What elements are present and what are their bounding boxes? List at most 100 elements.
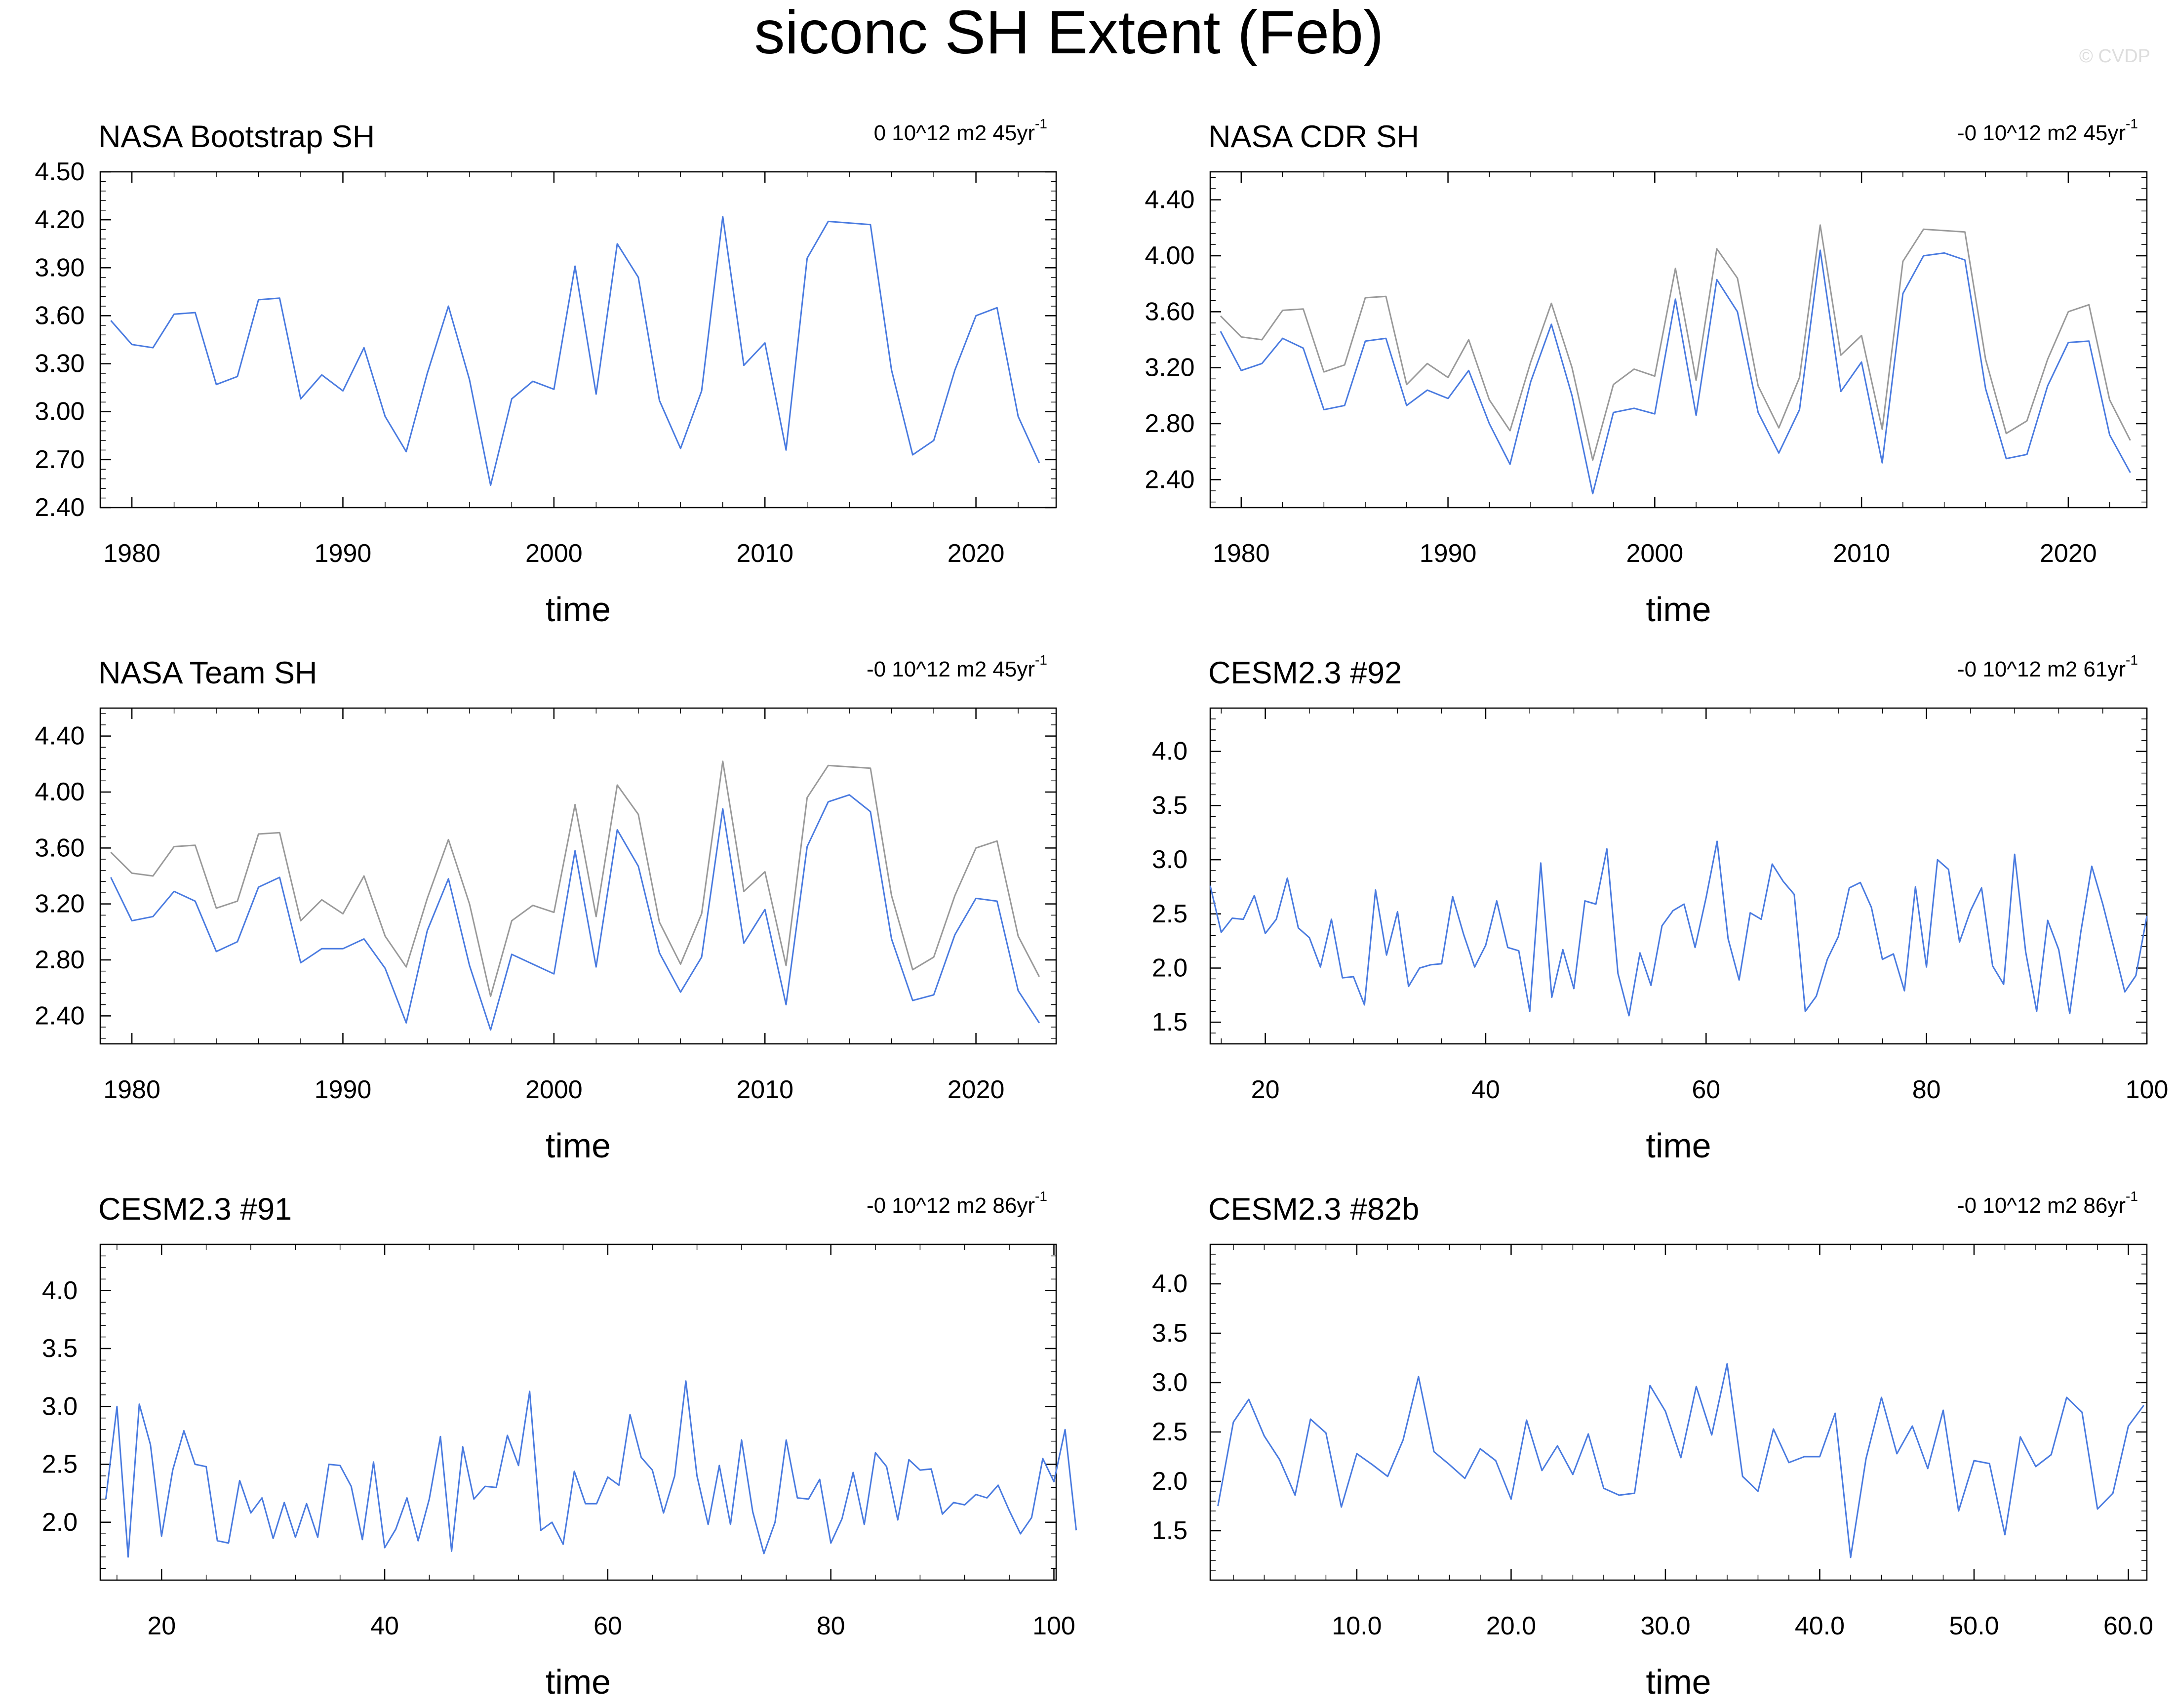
reference-series-line [110, 760, 1040, 997]
y-tick-label: 3.20 [35, 890, 84, 918]
y-tick-label: 2.5 [42, 1450, 78, 1479]
x-tick-label: 2010 [736, 539, 793, 568]
series-line [1217, 1363, 2144, 1558]
x-axis-label: time [1646, 1126, 1711, 1165]
x-tick-label: 1990 [315, 1075, 372, 1104]
page-title: siconc SH Extent (Feb) [754, 0, 1384, 67]
plot-frame [99, 707, 1057, 1045]
panel-title: NASA Team SH [98, 656, 317, 690]
panel-title: CESM2.3 #92 [1208, 656, 1402, 690]
x-tick-label: 10.0 [1332, 1612, 1382, 1640]
chart-panel-top-right: NASA CDR SH -0 10^12 m2 45yr -1 2.40 2.80 3.2… [1145, 116, 2148, 629]
x-tick-label: 2020 [948, 1075, 1005, 1104]
x-tick-label: 2020 [2040, 539, 2097, 568]
x-axis-label: time [546, 590, 611, 629]
x-tick-label: 2020 [948, 539, 1005, 568]
y-tick-label: 4.0 [42, 1276, 78, 1305]
y-tick-label: 2.0 [1152, 953, 1187, 982]
series-line [110, 216, 1040, 486]
y-tick-label: 1.5 [1152, 1008, 1187, 1036]
y-tick-label: 4.0 [1152, 1270, 1187, 1298]
x-tick-label: 40 [370, 1612, 399, 1640]
y-tick-label: 3.00 [35, 397, 84, 426]
y-tick-label: 4.40 [35, 722, 84, 751]
y-tick-label: 2.5 [1152, 1418, 1187, 1446]
plot-frame [99, 171, 1057, 509]
plot-frame [99, 1243, 1057, 1581]
x-tick-label: 50.0 [1949, 1612, 1999, 1640]
watermark: © CVDP [2079, 46, 2150, 67]
x-tick-label: 80 [817, 1612, 845, 1640]
reference-series-line [1220, 224, 2131, 461]
y-tick-label: 3.5 [42, 1334, 78, 1363]
chart-panel-middle-left: NASA Team SH -0 10^12 m2 45yr -1 2.40 2.80 3.… [35, 652, 1057, 1165]
y-tick-label: 4.00 [1145, 241, 1194, 270]
y-tick-label: 2.40 [35, 1001, 84, 1030]
trend-label: -0 10^12 m2 45yr [1957, 121, 2126, 145]
chart-panel-bottom-left: CESM2.3 #91 -0 10^12 m2 86yr -1 2.0 2.5 3.0 3.… [42, 1189, 1077, 1701]
y-tick-label: 3.20 [1145, 354, 1194, 382]
series-line [110, 794, 1040, 1031]
trend-unit-exponent: -1 [2126, 1189, 2138, 1204]
chart-panel-bottom-right: CESM2.3 #82b -0 10^12 m2 86yr -1 1.5 2.0 2.5 3… [1152, 1189, 2153, 1701]
plot-frame [1209, 707, 2148, 1045]
y-tick-label: 2.0 [42, 1508, 78, 1537]
y-tick-label: 4.20 [35, 205, 84, 234]
y-tick-label: 2.70 [35, 445, 84, 474]
y-tick-label: 3.5 [1152, 791, 1187, 820]
trend-unit-exponent: -1 [2126, 652, 2138, 668]
x-tick-label: 30.0 [1640, 1612, 1690, 1640]
x-tick-label: 100 [1032, 1612, 1075, 1640]
y-tick-label: 3.60 [35, 301, 84, 330]
y-tick-label: 2.80 [1145, 409, 1194, 438]
x-tick-label: 2000 [525, 539, 583, 568]
y-tick-label: 4.50 [35, 158, 84, 186]
y-tick-label: 3.0 [42, 1392, 78, 1421]
y-tick-label: 2.40 [35, 493, 84, 522]
x-tick-label: 1990 [315, 539, 372, 568]
x-axis-label: time [1646, 590, 1711, 629]
x-tick-label: 60.0 [2103, 1612, 2153, 1640]
series-line [105, 1380, 1077, 1558]
y-tick-label: 3.90 [35, 253, 84, 282]
trend-label: 0 10^12 m2 45yr [874, 121, 1035, 145]
x-tick-label: 1990 [1420, 539, 1477, 568]
y-tick-label: 1.5 [1152, 1516, 1187, 1545]
trend-label: -0 10^12 m2 86yr [867, 1193, 1035, 1218]
y-tick-label: 3.60 [35, 834, 84, 862]
y-tick-label: 3.0 [1152, 845, 1187, 874]
y-tick-label: 3.5 [1152, 1319, 1187, 1348]
x-tick-label: 1980 [103, 539, 160, 568]
x-tick-label: 20.0 [1486, 1612, 1536, 1640]
panel-title: CESM2.3 #91 [98, 1192, 292, 1227]
panel-title: NASA Bootstrap SH [98, 119, 375, 154]
series-line [1209, 840, 2148, 1017]
series-line [1220, 249, 2131, 495]
x-tick-label: 100 [2126, 1075, 2169, 1104]
x-tick-label: 1980 [1213, 539, 1270, 568]
trend-unit-exponent: -1 [2126, 116, 2138, 131]
trend-unit-exponent: -1 [1035, 1189, 1047, 1204]
y-tick-label: 2.5 [1152, 900, 1187, 928]
x-tick-label: 80 [1912, 1075, 1941, 1104]
x-tick-label: 2010 [1833, 539, 1890, 568]
x-axis-label: time [546, 1126, 611, 1165]
x-axis-label: time [546, 1663, 611, 1701]
y-tick-label: 3.0 [1152, 1368, 1187, 1397]
trend-label: -0 10^12 m2 45yr [867, 657, 1035, 681]
plot-frame [1209, 171, 2148, 509]
trend-label: -0 10^12 m2 61yr [1957, 657, 2126, 681]
y-tick-label: 3.30 [35, 350, 84, 378]
trend-unit-exponent: -1 [1035, 652, 1047, 668]
x-tick-label: 2000 [1626, 539, 1683, 568]
x-tick-label: 20 [1251, 1075, 1280, 1104]
panel-title: NASA CDR SH [1208, 119, 1419, 154]
chart-panel-top-left: NASA Bootstrap SH 0 10^12 m2 45yr -1 2.40 2.… [35, 116, 1057, 629]
x-axis-label: time [1646, 1663, 1711, 1701]
y-tick-label: 2.0 [1152, 1467, 1187, 1496]
x-tick-label: 60 [1692, 1075, 1720, 1104]
x-tick-label: 20 [147, 1612, 176, 1640]
x-tick-label: 40.0 [1795, 1612, 1845, 1640]
trend-label: -0 10^12 m2 86yr [1957, 1193, 2126, 1218]
